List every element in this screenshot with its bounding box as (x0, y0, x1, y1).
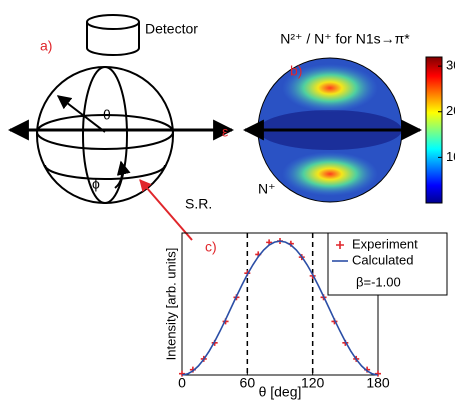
panel-title: N²⁺ / N⁺ for N1s→π* (280, 31, 410, 47)
legend-annotation: β=-1.00 (356, 274, 401, 289)
ion-label: N⁺ (258, 181, 276, 197)
epsilon-label: ε (222, 124, 228, 140)
legend-label: Calculated (352, 252, 413, 267)
colorbar (425, 56, 443, 204)
panel-label: c) (205, 239, 217, 255)
data-line (181, 240, 379, 376)
x-tick-label: 60 (240, 375, 256, 391)
x-tick-label: 0 (178, 375, 186, 391)
theta-label: θ (103, 107, 111, 123)
x-tick-label: 120 (301, 375, 325, 391)
panel-a (7, 14, 235, 241)
legend-label: Experiment (352, 236, 418, 251)
detector-label: Detector (145, 21, 198, 37)
colorbar-tick-label: 30 (446, 58, 455, 73)
panel-label: b) (290, 63, 302, 79)
colorbar-tick-label: 10 (446, 149, 455, 164)
legend-box (327, 232, 448, 296)
y-axis-label: Intensity [arb. units] (163, 248, 178, 361)
beam-label: S.R. (185, 196, 212, 212)
colorbar-tick-label: 20 (446, 103, 455, 118)
x-tick-label: 180 (366, 375, 390, 391)
phi-label: ϕ (92, 176, 100, 192)
legend-swatch (336, 241, 344, 249)
data-point (375, 370, 381, 377)
plot-frame (181, 232, 379, 376)
data-point (179, 370, 185, 377)
panel-label: a) (40, 38, 52, 54)
x-axis-label: θ [deg] (259, 384, 302, 400)
